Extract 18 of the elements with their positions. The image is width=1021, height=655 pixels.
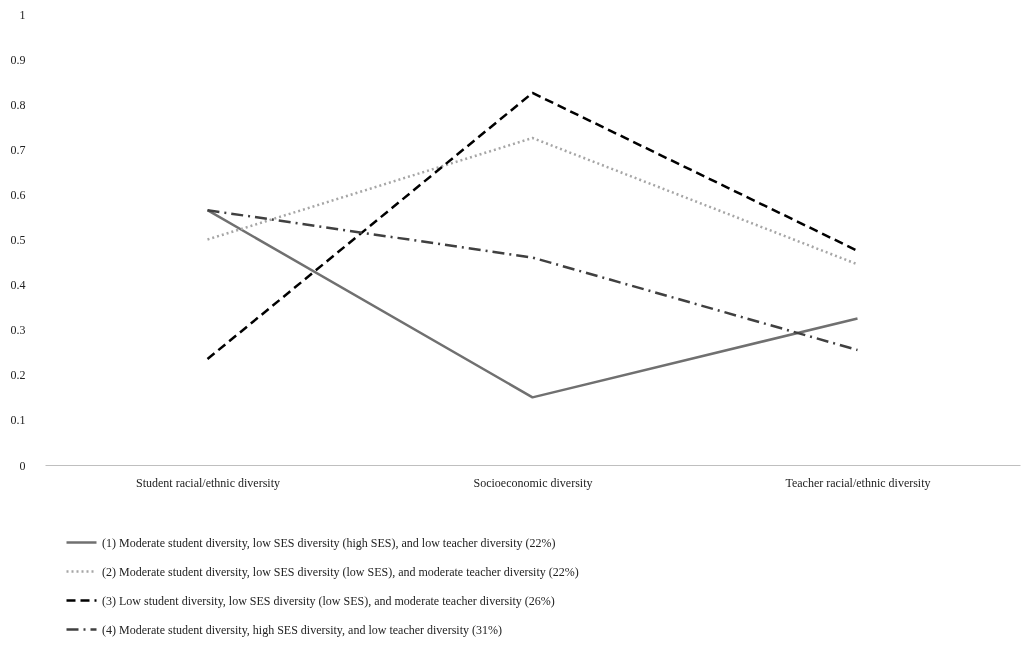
legend-label: (4) Moderate student diversity, high SES diversity, and low teacher diversity (31%) [102, 622, 503, 637]
y-tick-label: 0.9 [10, 52, 26, 67]
x-tick-label: Teacher racial/ethnic diversity [785, 475, 931, 490]
y-tick-label: 0.5 [10, 233, 26, 247]
y-tick-label: 0.8 [10, 97, 26, 112]
y-tick-label: 0.4 [10, 278, 26, 293]
legend-label: (2) Moderate student diversity, low SES diversity (low SES), and moderate teacher diversity (22%) [102, 564, 579, 579]
legend-label: (3) Low student diversity, low SES diversity (low SES), and moderate teacher diversity (26%) [102, 593, 555, 608]
legend-label: (1) Moderate student diversity, low SES diversity (high SES), and low teacher diversity (22%) [102, 535, 556, 550]
y-tick-label: 0 [19, 458, 26, 473]
y-tick-label: 1 [19, 7, 26, 22]
y-tick-label: 0.3 [10, 323, 26, 338]
x-tick-label: Student racial/ethnic diversity [136, 475, 280, 490]
y-tick-label: 0.6 [10, 187, 26, 202]
y-tick-label: 0.2 [10, 368, 26, 383]
y-tick-label: 0.7 [10, 142, 26, 157]
x-tick-label: Socioeconomic diversity [473, 475, 593, 490]
y-tick-label: 0.1 [10, 413, 26, 428]
